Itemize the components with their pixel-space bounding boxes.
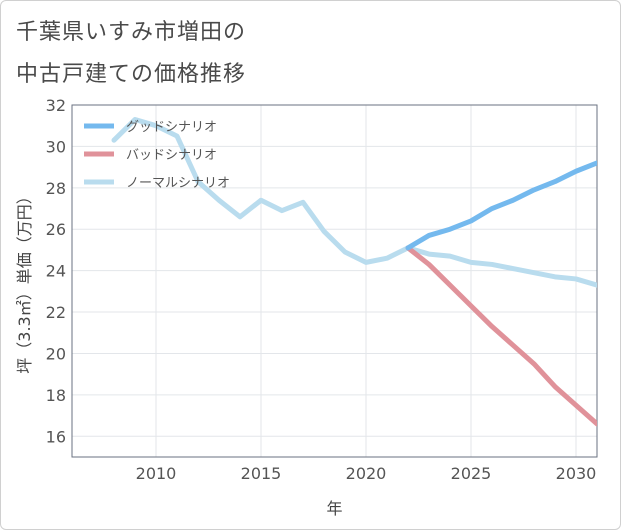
axis-ticks: 16 18 20 22 24 26 28 30 32 2010 2015 2020 2025 2030 <box>46 96 597 483</box>
series-lines <box>111 116 597 427</box>
series-line-3 <box>111 116 597 288</box>
chart-title-line1: 千葉県いすみ市増田の <box>16 20 247 45</box>
y-tick-label: 26 <box>46 220 66 239</box>
y-tick-label: 30 <box>46 137 66 156</box>
x-tick-label: 2020 <box>346 464 387 483</box>
plot-area <box>71 104 598 458</box>
y-tick-label: 18 <box>46 386 66 405</box>
legend-label: バッドシナリオ <box>126 148 217 163</box>
series-line-1 <box>405 160 597 251</box>
legend-label: ノーマルシナリオ <box>126 176 230 191</box>
x-axis-label: 年 <box>326 499 342 518</box>
y-tick-label: 32 <box>46 96 66 115</box>
grid-lines <box>72 104 597 457</box>
series-line-2 <box>405 245 597 427</box>
y-tick-label: 24 <box>46 262 66 281</box>
legend-label: グッドシナリオ <box>126 120 217 135</box>
chart-title-line2: 中古戸建ての価格推移 <box>16 62 247 87</box>
y-tick-label: 20 <box>46 344 66 363</box>
x-tick-label: 2015 <box>241 464 282 483</box>
y-tick-label: 22 <box>46 303 66 322</box>
y-tick-label: 16 <box>46 427 66 446</box>
x-tick-label: 2025 <box>451 464 492 483</box>
y-axis-label: 坪（3.3㎡）単価（万円） <box>15 188 34 373</box>
y-tick-label: 28 <box>46 179 66 198</box>
x-tick-label: 2010 <box>136 464 177 483</box>
x-tick-label: 2030 <box>556 464 597 483</box>
